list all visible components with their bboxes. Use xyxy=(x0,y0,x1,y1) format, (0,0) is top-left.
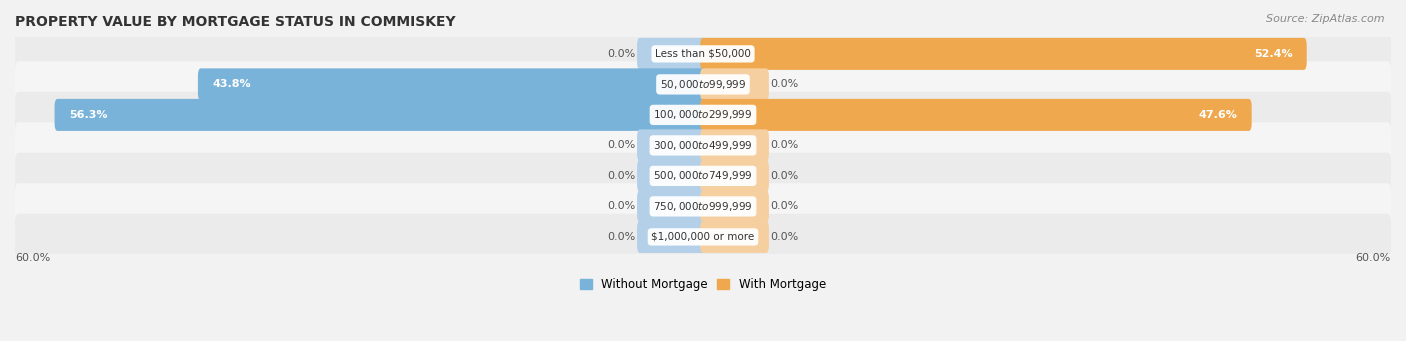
Text: Less than $50,000: Less than $50,000 xyxy=(655,49,751,59)
FancyBboxPatch shape xyxy=(55,99,706,131)
Text: 0.0%: 0.0% xyxy=(770,202,799,211)
FancyBboxPatch shape xyxy=(15,31,1391,77)
FancyBboxPatch shape xyxy=(700,221,769,253)
Text: 43.8%: 43.8% xyxy=(212,79,250,89)
Text: $300,000 to $499,999: $300,000 to $499,999 xyxy=(654,139,752,152)
FancyBboxPatch shape xyxy=(637,129,706,161)
Text: PROPERTY VALUE BY MORTGAGE STATUS IN COMMISKEY: PROPERTY VALUE BY MORTGAGE STATUS IN COM… xyxy=(15,15,456,29)
Text: $50,000 to $99,999: $50,000 to $99,999 xyxy=(659,78,747,91)
FancyBboxPatch shape xyxy=(637,221,706,253)
Text: $500,000 to $749,999: $500,000 to $749,999 xyxy=(654,169,752,182)
FancyBboxPatch shape xyxy=(15,61,1391,107)
Text: 60.0%: 60.0% xyxy=(1355,253,1391,263)
Text: 47.6%: 47.6% xyxy=(1198,110,1237,120)
Text: 0.0%: 0.0% xyxy=(607,140,636,150)
Text: 0.0%: 0.0% xyxy=(770,232,799,242)
Text: 0.0%: 0.0% xyxy=(607,171,636,181)
FancyBboxPatch shape xyxy=(700,69,769,100)
FancyBboxPatch shape xyxy=(700,129,769,161)
FancyBboxPatch shape xyxy=(637,190,706,222)
FancyBboxPatch shape xyxy=(15,183,1391,229)
FancyBboxPatch shape xyxy=(700,38,1306,70)
Text: 0.0%: 0.0% xyxy=(607,49,636,59)
FancyBboxPatch shape xyxy=(700,160,769,192)
Text: 0.0%: 0.0% xyxy=(607,232,636,242)
Text: 60.0%: 60.0% xyxy=(15,253,51,263)
FancyBboxPatch shape xyxy=(198,69,706,100)
FancyBboxPatch shape xyxy=(15,214,1391,260)
Text: 56.3%: 56.3% xyxy=(69,110,107,120)
FancyBboxPatch shape xyxy=(15,122,1391,168)
Text: $100,000 to $299,999: $100,000 to $299,999 xyxy=(654,108,752,121)
FancyBboxPatch shape xyxy=(15,92,1391,138)
Text: 0.0%: 0.0% xyxy=(607,202,636,211)
FancyBboxPatch shape xyxy=(637,38,706,70)
FancyBboxPatch shape xyxy=(637,160,706,192)
Text: $750,000 to $999,999: $750,000 to $999,999 xyxy=(654,200,752,213)
Text: 0.0%: 0.0% xyxy=(770,171,799,181)
Text: 52.4%: 52.4% xyxy=(1254,49,1292,59)
Text: 0.0%: 0.0% xyxy=(770,140,799,150)
Text: $1,000,000 or more: $1,000,000 or more xyxy=(651,232,755,242)
FancyBboxPatch shape xyxy=(15,153,1391,199)
FancyBboxPatch shape xyxy=(700,190,769,222)
Text: Source: ZipAtlas.com: Source: ZipAtlas.com xyxy=(1267,14,1385,24)
Legend: Without Mortgage, With Mortgage: Without Mortgage, With Mortgage xyxy=(575,273,831,295)
Text: 0.0%: 0.0% xyxy=(770,79,799,89)
FancyBboxPatch shape xyxy=(700,99,1251,131)
